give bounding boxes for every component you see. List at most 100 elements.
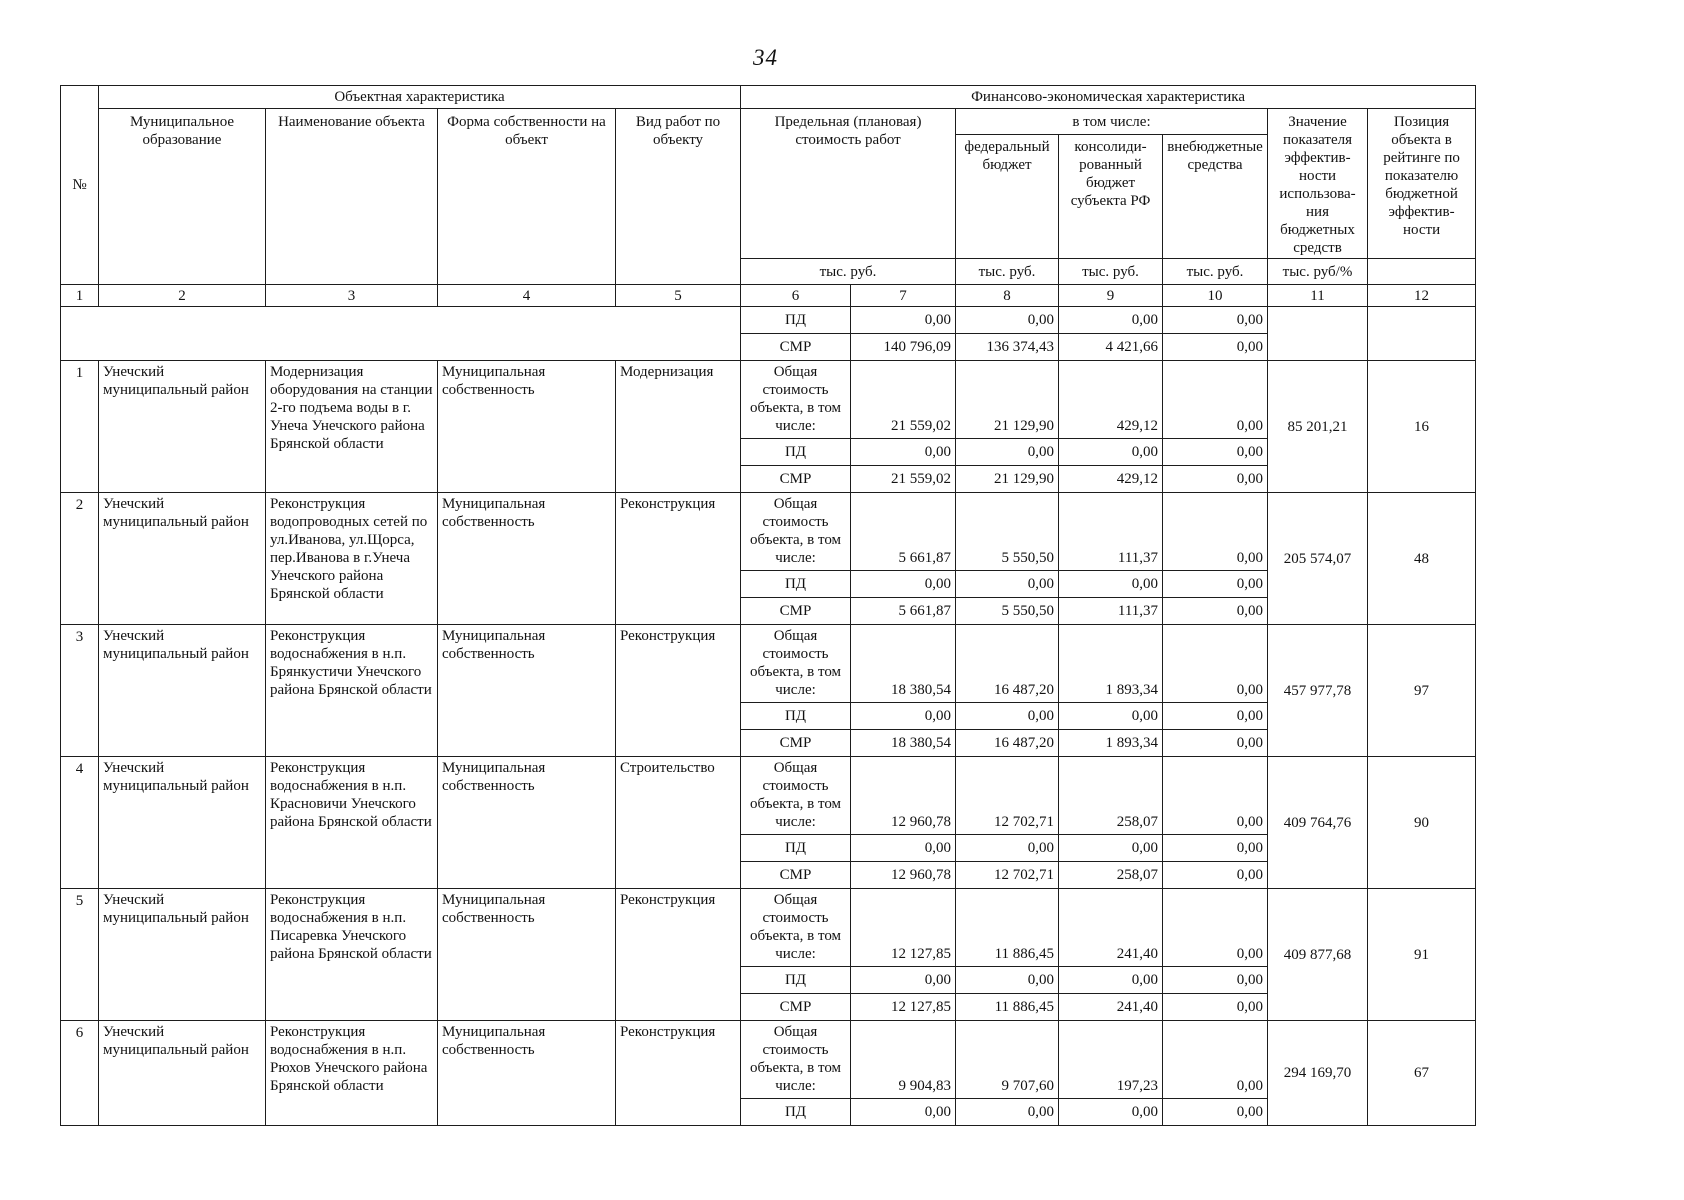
table-header: № Объектная характеристика Финансово-эко…: [60, 85, 1477, 307]
pd-value: 0,00: [955, 1098, 1060, 1126]
header-no: №: [60, 85, 99, 285]
ownership-cell: Муниципальная собственность: [437, 888, 616, 1021]
row-label-smr: СМР: [740, 597, 852, 625]
municipality-cell: Унечский муниципальный район: [98, 888, 266, 1021]
rating-value: 48: [1367, 492, 1477, 625]
object-total-row: 1 Унечский муниципальный район Модернизаци…: [60, 360, 1477, 493]
object-total-row: 3 Унечский муниципальный район Реконструкц…: [60, 624, 1477, 757]
carryover-smr-value: 140 796,09: [850, 333, 957, 361]
header-including: в том числе:: [955, 107, 1269, 136]
smr-value: 11 886,45: [955, 993, 1060, 1021]
ownership-cell: Муниципальная собственность: [437, 1020, 616, 1126]
total-value: 429,12: [1058, 360, 1164, 439]
pd-value: 0,00: [850, 702, 957, 730]
carryover-pd-value: 0,00: [850, 306, 957, 334]
object-total-row: 6 Унечский муниципальный район Реконструкц…: [60, 1020, 1477, 1126]
carryover-rating: [1367, 306, 1477, 361]
smr-value: 5 661,87: [850, 597, 957, 625]
total-value: 9 904,83: [850, 1020, 957, 1099]
row-label-pd: ПД: [740, 1098, 852, 1126]
smr-value: 111,37: [1058, 597, 1164, 625]
header-planned-cost: Предельная (плановая) стоимость работ: [740, 108, 957, 259]
pd-value: 0,00: [850, 966, 957, 994]
object-pd-row: ПД 0,00 0,00 0,00 0,00: [61, 570, 1476, 598]
pd-value: 0,00: [1058, 834, 1164, 862]
object-name-cell: Реконструкция водоснабжения в н.п. Писар…: [265, 888, 438, 1021]
total-value: 18 380,54: [850, 624, 957, 703]
total-value: 16 487,20: [955, 624, 1060, 703]
total-value: 5 550,50: [955, 492, 1060, 571]
pd-value: 0,00: [1162, 438, 1269, 466]
pd-value: 0,00: [955, 570, 1060, 598]
col-number-5: 5: [614, 284, 742, 307]
unit-extrabudgetary: тыс. руб.: [1162, 258, 1269, 285]
row-label-smr: СМР: [740, 729, 852, 757]
col-number-7: 7: [850, 284, 957, 307]
pd-value: 0,00: [955, 966, 1060, 994]
carryover-smr-value: 136 374,43: [955, 333, 1060, 361]
smr-value: 0,00: [1162, 729, 1269, 757]
pd-value: 0,00: [1162, 1098, 1269, 1126]
pd-value: 0,00: [1162, 570, 1269, 598]
municipality-cell: Унечский муниципальный район: [98, 492, 266, 625]
total-value: 1 893,34: [1058, 624, 1164, 703]
carryover-efficiency: [1267, 306, 1369, 361]
smr-value: 0,00: [1162, 993, 1269, 1021]
total-value: 0,00: [1162, 624, 1269, 703]
header-extrabudgetary: внебюджетные средства: [1162, 134, 1269, 259]
object-number: 6: [60, 1020, 99, 1126]
work-type-cell: Реконструкция: [614, 888, 742, 1021]
pd-value: 0,00: [1058, 1098, 1164, 1126]
object-number: 4: [60, 756, 99, 889]
object-name-cell: Модернизация оборудования на станции 2-г…: [265, 360, 438, 493]
row-label-smr: СМР: [740, 333, 852, 361]
pd-value: 0,00: [1162, 834, 1269, 862]
object-number: 2: [60, 492, 99, 625]
object-total-row: 5 Унечский муниципальный район Реконструкц…: [60, 888, 1477, 1021]
efficiency-value: 294 169,70: [1267, 1020, 1369, 1126]
carryover-pd-value: 0,00: [955, 306, 1060, 334]
smr-value: 241,40: [1058, 993, 1164, 1021]
total-value: 5 661,87: [850, 492, 957, 571]
carryover-smr-value: 4 421,66: [1058, 333, 1164, 361]
header-consolidated-budget: консолиди-рованный бюджет субъекта РФ: [1058, 134, 1164, 259]
rating-value: 16: [1367, 360, 1477, 493]
object-name-cell: Реконструкция водопроводных сетей по ул.…: [265, 492, 438, 625]
total-value: 9 707,60: [955, 1020, 1060, 1099]
pd-value: 0,00: [1058, 702, 1164, 730]
page-number: 34: [753, 45, 778, 70]
municipality-cell: Унечский муниципальный район: [98, 624, 266, 757]
smr-value: 21 559,02: [850, 465, 957, 493]
pd-value: 0,00: [1058, 966, 1164, 994]
pd-value: 0,00: [955, 438, 1060, 466]
total-value: 111,37: [1058, 492, 1164, 571]
row-label-total: Общая стоимость объекта, в том числе:: [740, 888, 852, 967]
smr-value: 0,00: [1162, 465, 1269, 493]
ownership-cell: Муниципальная собственность: [437, 624, 616, 757]
row-label-pd: ПД: [740, 834, 852, 862]
pd-value: 0,00: [1162, 966, 1269, 994]
rating-value: 90: [1367, 756, 1477, 889]
total-value: 11 886,45: [955, 888, 1060, 967]
object-name-cell: Реконструкция водоснабжения в н.п. Рюхов…: [265, 1020, 438, 1126]
smr-value: 258,07: [1058, 861, 1164, 889]
ownership-cell: Муниципальная собственность: [437, 360, 616, 493]
object-pd-row: ПД 0,00 0,00 0,00 0,00: [61, 1098, 1476, 1126]
efficiency-value: 409 877,68: [1267, 888, 1369, 1021]
pd-value: 0,00: [955, 702, 1060, 730]
col-number-11: 11: [1267, 284, 1369, 307]
smr-value: 1 893,34: [1058, 729, 1164, 757]
smr-value: 429,12: [1058, 465, 1164, 493]
table-body: ПД 0,00 0,00 0,00 0,00 СМР 140 796,09 136 374,4…: [59, 306, 1477, 1126]
municipality-cell: Унечский муниципальный район: [98, 1020, 266, 1126]
work-type-cell: Реконструкция: [614, 1020, 742, 1126]
units-row: тыс. руб. тыс. руб. тыс. руб. тыс. руб. …: [61, 258, 1477, 285]
total-value: 258,07: [1058, 756, 1164, 835]
work-type-cell: Модернизация: [614, 360, 742, 493]
row-label-total: Общая стоимость объекта, в том числе:: [740, 360, 852, 439]
total-value: 241,40: [1058, 888, 1164, 967]
pd-value: 0,00: [1162, 702, 1269, 730]
header-work-type: Вид работ по объекту: [614, 108, 742, 285]
carryover-pd-value: 0,00: [1058, 306, 1164, 334]
